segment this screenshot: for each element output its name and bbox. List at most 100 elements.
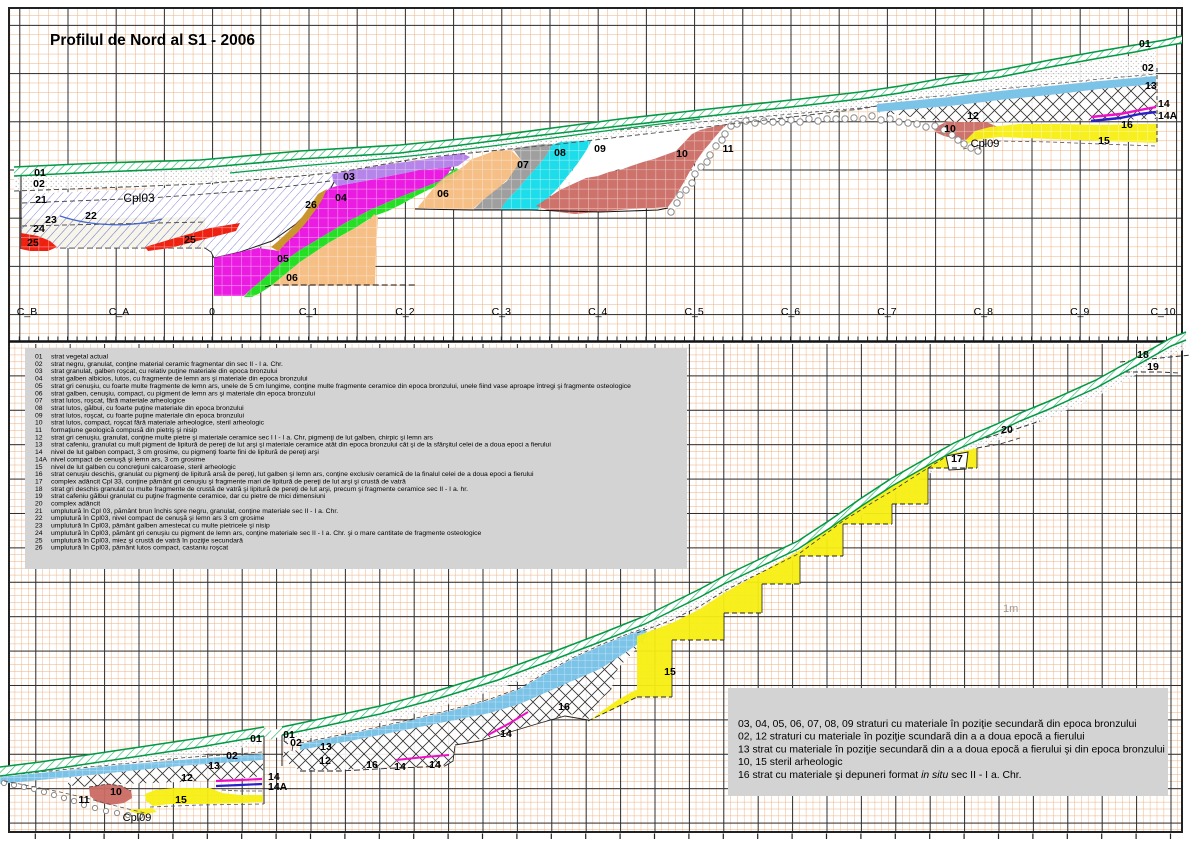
svg-text:13: 13 [208,760,220,772]
svg-text:26: 26 [305,199,317,211]
svg-text:03, 04, 05, 06, 07, 08, 09 str: 03, 04, 05, 06, 07, 08, 09 straturi cu m… [738,719,1137,730]
svg-text:C_B: C_B [17,306,37,318]
svg-text:C_1: C_1 [299,306,318,318]
svg-text:02: 02 [33,178,45,190]
svg-text:Cpl09: Cpl09 [123,812,152,824]
svg-text:25: 25 [184,234,196,246]
svg-text:14: 14 [500,728,512,740]
svg-text:C_3: C_3 [492,306,511,318]
svg-text:18: 18 [1137,349,1149,361]
svg-text:C_8: C_8 [974,306,993,318]
svg-text:02: 02 [290,737,302,749]
svg-text:C_5: C_5 [684,306,703,318]
svg-text:16: 16 [1121,119,1133,131]
svg-text:14: 14 [429,759,441,771]
svg-text:Cpl03: Cpl03 [123,191,155,205]
svg-text:14: 14 [1158,98,1170,110]
svg-text:14: 14 [268,771,280,783]
svg-text:01: 01 [34,167,46,179]
svg-text:10: 10 [110,786,122,798]
svg-text:20: 20 [1001,424,1013,436]
svg-text:14A: 14A [268,781,288,793]
svg-text:C_4: C_4 [588,306,607,318]
svg-text:13 strat cu materiale în poziţ: 13 strat cu materiale în poziţie secunda… [738,744,1165,755]
svg-text:1m: 1m [1003,603,1018,615]
svg-text:01: 01 [1139,38,1151,50]
svg-text:15: 15 [1098,135,1110,147]
svg-text:10, 15 steril arheologic: 10, 15 steril arheologic [738,757,843,768]
svg-text:25: 25 [27,237,39,249]
svg-text:06: 06 [286,272,298,284]
svg-text:12: 12 [181,772,193,784]
svg-text:11: 11 [722,143,733,155]
svg-text:15: 15 [175,794,187,806]
svg-text:13: 13 [320,741,332,753]
svg-text:19: 19 [1147,361,1159,373]
svg-text:C_7: C_7 [877,306,896,318]
svg-text:02: 02 [1142,62,1154,74]
svg-text:04: 04 [335,192,347,204]
svg-text:12: 12 [967,110,979,122]
svg-text:22: 22 [85,210,97,222]
svg-text:0: 0 [209,306,215,318]
svg-text:16: 16 [366,759,378,771]
svg-text:C_6: C_6 [781,306,800,318]
svg-text:16: 16 [558,701,570,713]
svg-text:05: 05 [277,253,289,265]
svg-text:C_9: C_9 [1070,306,1089,318]
svg-text:02, 12 straturi cu materiale î: 02, 12 straturi cu materiale în poziţie … [738,732,1085,743]
svg-text:16 strat cu materiale şi depun: 16 strat cu materiale şi depuneri format… [738,770,1022,781]
svg-text:11: 11 [78,794,89,806]
svg-text:01: 01 [283,729,295,741]
svg-text:C_2: C_2 [395,306,414,318]
svg-text:09: 09 [594,143,606,155]
svg-text:15: 15 [664,666,676,678]
svg-text:C_10: C_10 [1150,306,1175,318]
svg-text:12: 12 [319,755,331,767]
svg-text:17: 17 [951,453,963,465]
svg-text:14: 14 [394,761,406,773]
svg-text:Cpl09: Cpl09 [971,138,1000,150]
svg-text:21: 21 [35,194,47,206]
svg-text:24: 24 [33,223,45,235]
svg-text:10: 10 [676,148,688,160]
svg-text:07: 07 [517,159,529,171]
svg-text:23: 23 [45,214,57,226]
svg-text:02: 02 [226,750,238,762]
svg-text:01: 01 [250,733,262,745]
svg-text:08: 08 [554,147,566,159]
svg-text:C_A: C_A [109,306,129,318]
svg-text:Profilul de Nord al S1 - 2006: Profilul de Nord al S1 - 2006 [50,32,255,49]
svg-text:10: 10 [944,123,956,135]
svg-text:03: 03 [343,171,355,183]
svg-text:13: 13 [1145,80,1157,92]
svg-text:14A: 14A [1158,110,1178,122]
